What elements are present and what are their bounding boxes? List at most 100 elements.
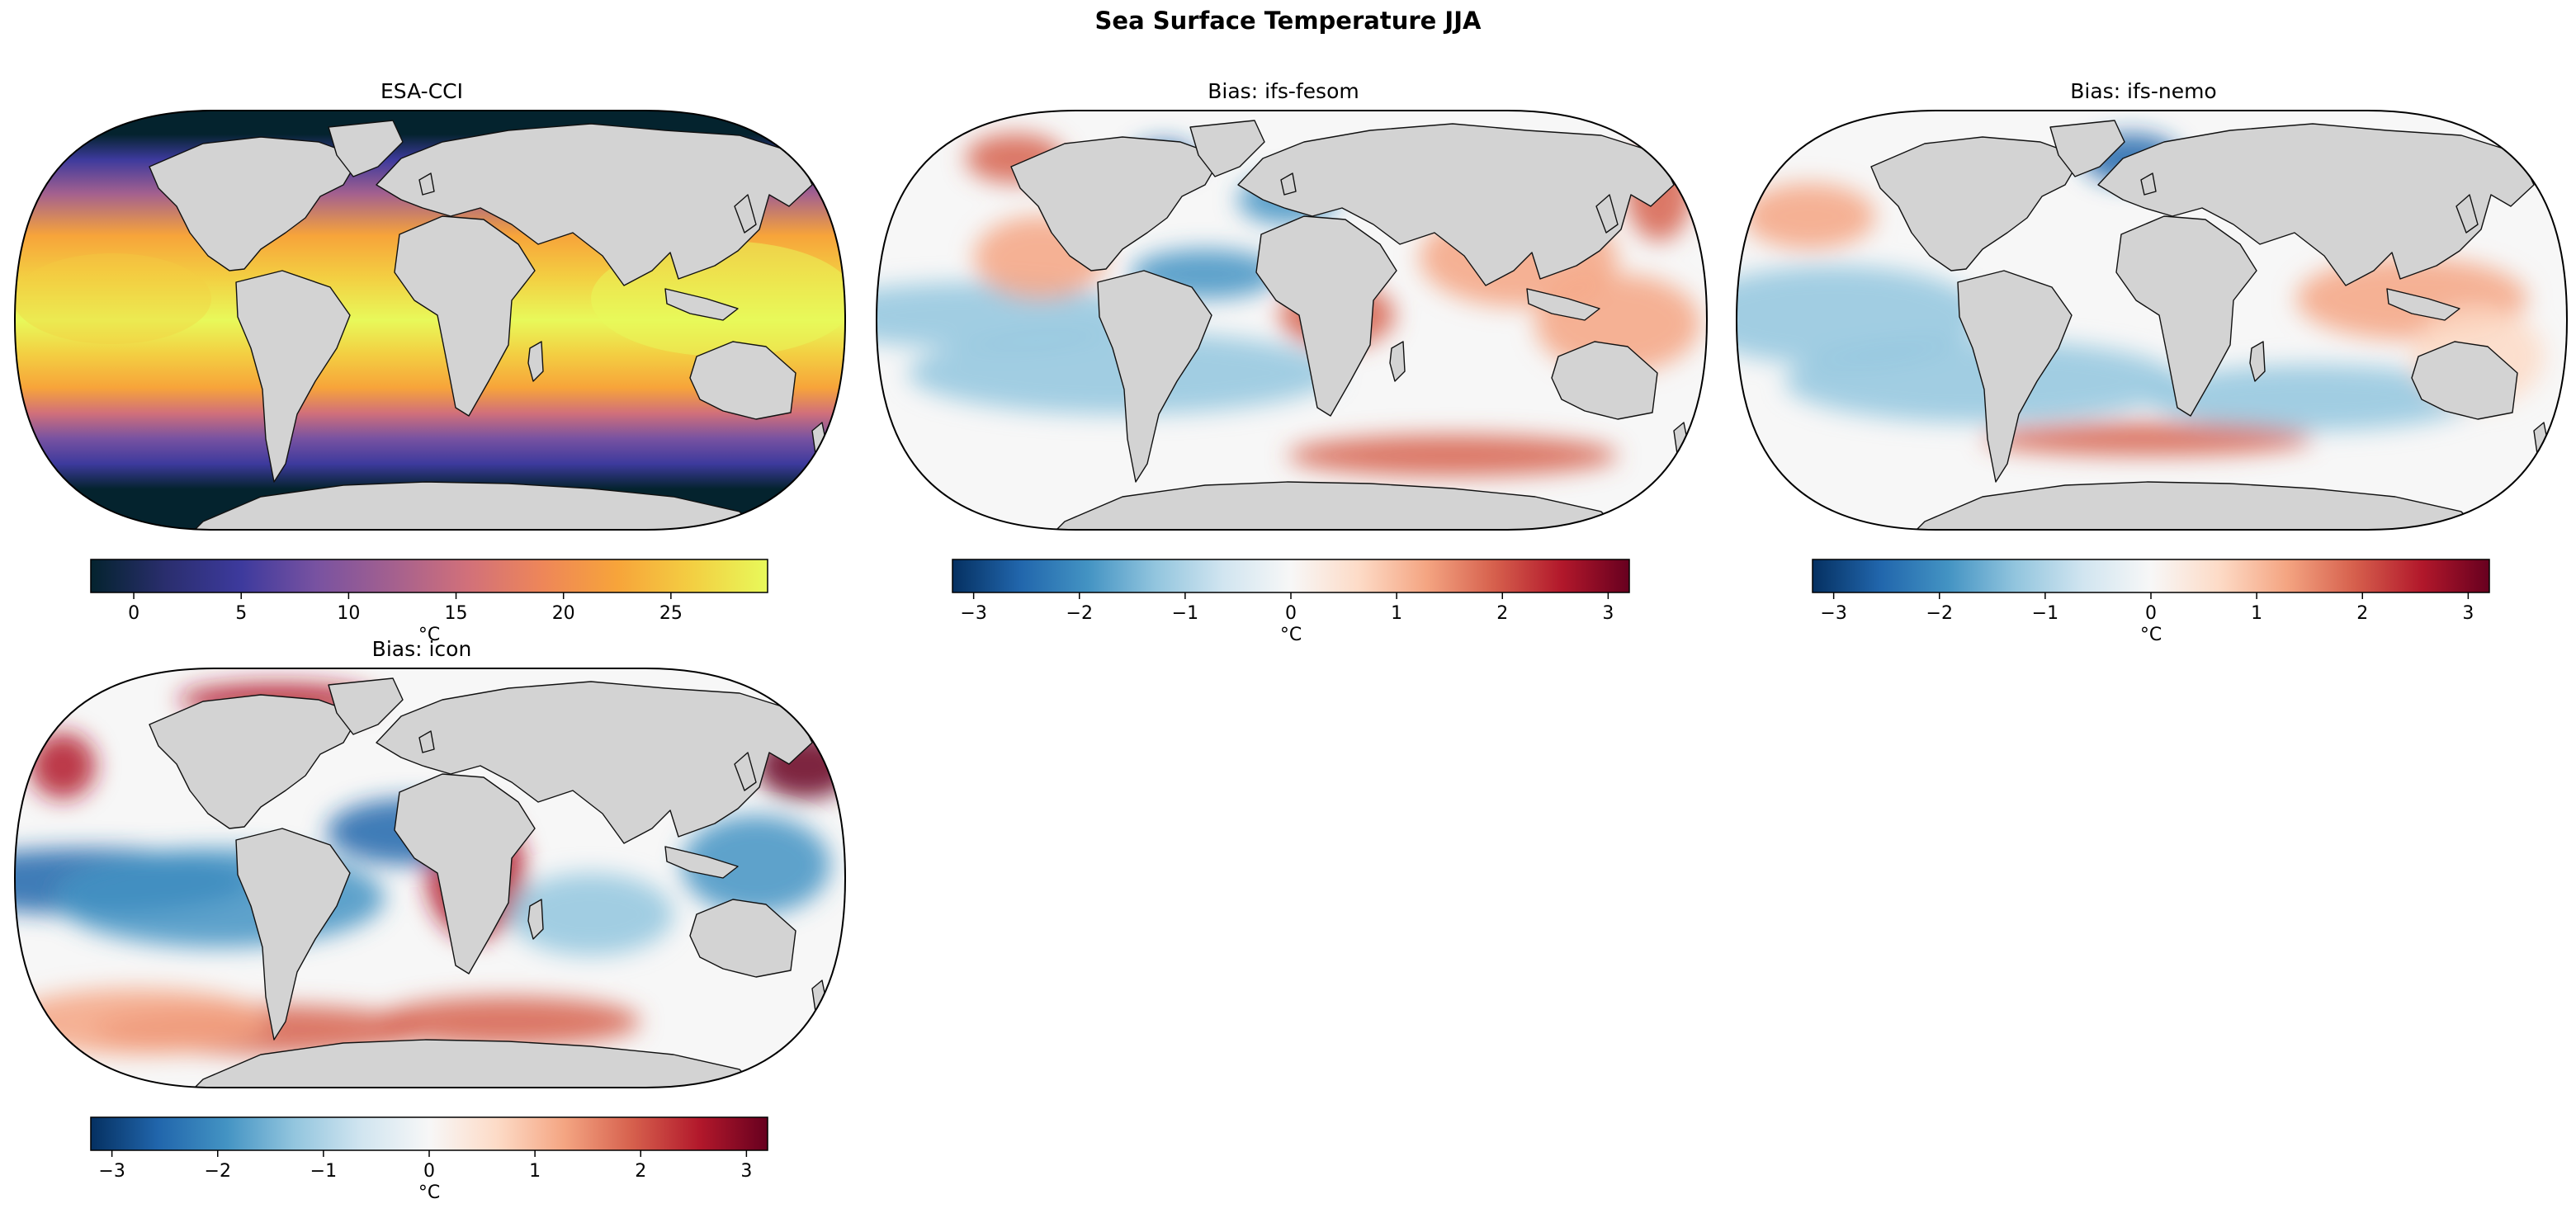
colorbar-unit-label: °C: [418, 625, 440, 645]
colorbar-strip: [90, 1116, 768, 1151]
land-greenland: [2049, 120, 2125, 177]
land-australia: [689, 341, 796, 420]
map-frame: [1735, 110, 2569, 531]
land-madagascar: [527, 341, 544, 382]
land-africa: [2115, 215, 2257, 417]
colorbar-tick-label: 25: [659, 603, 683, 624]
map-panel-ifs-nemo: Bias: ifs-nemo −3 −2 −1 0 1 2 3 °C: [1727, 79, 2569, 649]
land-madagascar: [527, 899, 544, 940]
colorbar-tick-label: 15: [445, 603, 468, 624]
bias-map: [13, 668, 847, 1088]
colorbar-tick-label: 10: [337, 603, 360, 624]
land-greenland: [328, 677, 404, 735]
land-eurasia: [376, 681, 813, 844]
land-greenland: [1189, 120, 1265, 177]
map-frame: [13, 110, 847, 531]
sst-map: [13, 110, 847, 531]
colorbar-tick-label: 3: [1602, 603, 1614, 624]
colorbar-tick-label: −1: [310, 1161, 337, 1182]
colorbar-tick-label: −2: [1926, 603, 1953, 624]
colorbar: 0 5 10 15 20 25 °C: [90, 559, 768, 645]
colorbar-tick-label: 2: [2356, 603, 2368, 624]
land-uk: [2140, 172, 2157, 196]
land-indonesia: [2386, 288, 2460, 321]
land-africa: [1255, 215, 1397, 417]
land-indonesia: [1526, 288, 1600, 321]
bias-map: [875, 110, 1709, 531]
land-greenland: [328, 120, 404, 177]
land-eurasia: [2097, 123, 2535, 286]
bias-pattern: [1535, 274, 1700, 373]
figure-title: Sea Surface Temperature JJA: [1094, 7, 1482, 35]
land-masses: [1870, 120, 2550, 530]
bias-pattern: [2148, 365, 2478, 431]
land-samerica: [235, 828, 351, 1041]
colorbar-tick-label: 0: [128, 603, 139, 624]
bias-map: [1735, 110, 2569, 531]
colorbar-unit-label: °C: [2140, 625, 2162, 645]
land-indonesia: [664, 288, 739, 321]
map-panel-esa-cci: ESA-CCI 0 5 10 15 20 25 °C: [5, 79, 847, 649]
colorbar-tick-label: 0: [1285, 603, 1297, 624]
land-japan: [734, 194, 757, 234]
map-frame: [13, 668, 847, 1088]
land-uk: [418, 730, 435, 753]
colorbar-unit-label: °C: [418, 1182, 440, 1203]
panel-title: Bias: icon: [371, 637, 472, 661]
colorbar: −3 −2 −1 0 1 2 3 °C: [90, 1116, 768, 1203]
land-samerica: [235, 270, 351, 483]
colorbar-tick-label: 1: [2251, 603, 2262, 624]
land-uk: [1280, 172, 1297, 196]
land-antarctica: [1056, 481, 1619, 530]
colorbar-tick-label: 20: [552, 603, 575, 624]
colorbar-tick-label: 2: [1496, 603, 1508, 624]
colorbar-tick-label: 5: [235, 603, 247, 624]
panel-title: ESA-CCI: [380, 79, 463, 103]
land-japan: [1595, 194, 1619, 234]
bias-pattern: [1288, 435, 1618, 476]
land-australia: [689, 899, 796, 978]
colorbar-unit-label: °C: [1280, 625, 1302, 645]
colorbar-tick-label: −1: [2032, 603, 2058, 624]
colorbar-strip: [952, 559, 1630, 593]
colorbar-tick-label: 1: [529, 1161, 541, 1182]
land-samerica: [1097, 270, 1212, 483]
colorbar: −3 −2 −1 0 1 2 3 °C: [1812, 559, 2490, 645]
colorbar-strip: [90, 559, 768, 593]
land-australia: [1551, 341, 1658, 420]
bias-pattern: [376, 997, 640, 1046]
bias-pattern: [877, 282, 1139, 348]
panel-title: Bias: ifs-nemo: [2070, 79, 2217, 103]
land-japan: [2455, 194, 2479, 234]
land-masses: [1010, 120, 1690, 530]
land-madagascar: [1389, 341, 1406, 382]
colorbar-strip: [1812, 559, 2490, 593]
land-madagascar: [2249, 341, 2266, 382]
colorbar-tick-label: −2: [1066, 603, 1093, 624]
land-australia: [2411, 341, 2518, 420]
colorbar-tick-label: 2: [635, 1161, 646, 1182]
land-antarctica: [194, 481, 757, 530]
bias-pattern: [682, 815, 830, 914]
land-antarctica: [194, 1039, 757, 1088]
colorbar-tick-label: −2: [205, 1161, 231, 1182]
colorbar-tick-label: 1: [1391, 603, 1402, 624]
colorbar-tick-label: 3: [2462, 603, 2474, 624]
land-namerica: [149, 694, 361, 829]
colorbar-tick-label: −3: [98, 1161, 125, 1182]
colorbar: −3 −2 −1 0 1 2 3 °C: [952, 559, 1630, 645]
colorbar-tick-label: −1: [1172, 603, 1198, 624]
land-samerica: [1957, 270, 2073, 483]
land-africa: [394, 773, 536, 975]
land-eurasia: [1237, 123, 1675, 286]
land-namerica: [149, 136, 361, 271]
land-namerica: [1870, 136, 2082, 271]
land-uk: [418, 172, 435, 196]
land-indonesia: [664, 846, 739, 879]
bias-pattern: [508, 873, 674, 956]
colorbar-tick-label: 3: [740, 1161, 752, 1182]
colorbar-tick-label: −3: [1820, 603, 1846, 624]
land-namerica: [1010, 136, 1222, 271]
panel-title: Bias: ifs-fesom: [1208, 79, 1359, 103]
map-panel-icon: Bias: icon −3 −2 −1 0 1 2 3 °C: [5, 637, 847, 1206]
